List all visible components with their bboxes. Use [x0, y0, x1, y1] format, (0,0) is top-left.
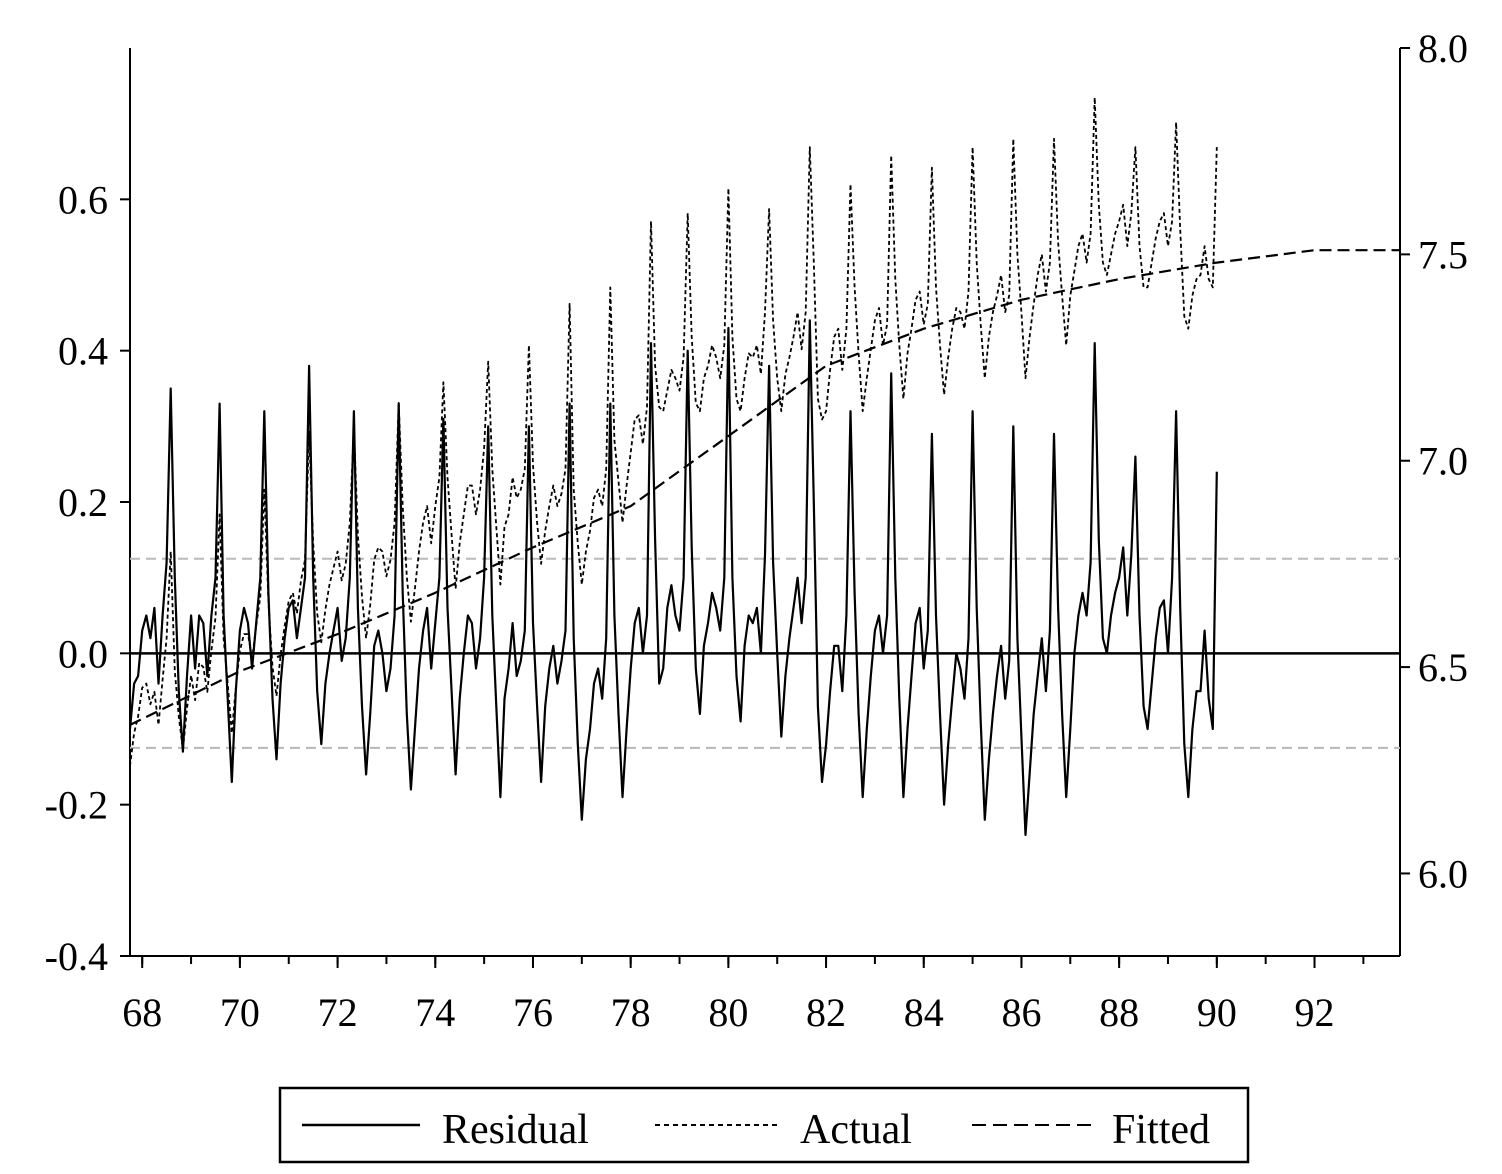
legend-label-actual: Actual — [800, 1107, 912, 1153]
series-layer — [128, 96, 1400, 836]
right-tick-label: 7.0 — [1418, 439, 1468, 484]
series-line-residual — [128, 319, 1218, 836]
x-tick-label: 80 — [708, 990, 748, 1035]
x-tick-label: 70 — [220, 990, 260, 1035]
x-tick-label: 88 — [1099, 990, 1139, 1035]
right-tick-label: 6.0 — [1418, 851, 1468, 896]
x-tick-label: 82 — [806, 990, 846, 1035]
left-tick-label: 0.2 — [58, 480, 108, 525]
residual-std-bands — [130, 557, 1400, 749]
x-tick-label: 78 — [611, 990, 651, 1035]
right-tick-label: 8.0 — [1418, 26, 1468, 71]
left-tick-label: -0.4 — [45, 934, 108, 979]
series-line-actual — [129, 96, 1218, 767]
plot-area — [128, 48, 1401, 957]
right-tick-label: 6.5 — [1418, 645, 1468, 690]
legend-label-fitted: Fitted — [1112, 1107, 1210, 1153]
x-tick-label: 76 — [513, 990, 553, 1035]
x-tick-label: 68 — [122, 990, 162, 1035]
x-tick-label: 90 — [1197, 990, 1237, 1035]
x-tick-label: 74 — [415, 990, 455, 1035]
left-axis-ticks: -0.4 -0.2 0.0 0.2 0.4 0.6 — [45, 177, 130, 979]
left-tick-label: 0.0 — [58, 631, 108, 676]
legend: Residual Actual Fitted — [278, 1086, 1250, 1164]
x-tick-label: 84 — [904, 990, 944, 1035]
x-axis-ticks: 68 70 72 74 76 78 80 82 84 86 88 90 92 — [122, 956, 1365, 1035]
right-tick-label: 7.5 — [1418, 232, 1468, 277]
legend-label-residual: Residual — [442, 1107, 589, 1153]
x-tick-label: 92 — [1295, 990, 1335, 1035]
x-tick-label: 72 — [318, 990, 358, 1035]
left-tick-label: 0.4 — [58, 329, 108, 374]
series-line-fitted — [129, 249, 1400, 726]
left-tick-label: 0.6 — [58, 177, 108, 222]
x-tick-label: 86 — [1001, 990, 1041, 1035]
right-axis-ticks: 6.0 6.5 7.0 7.5 8.0 — [1400, 26, 1468, 896]
left-tick-label: -0.2 — [45, 783, 108, 828]
